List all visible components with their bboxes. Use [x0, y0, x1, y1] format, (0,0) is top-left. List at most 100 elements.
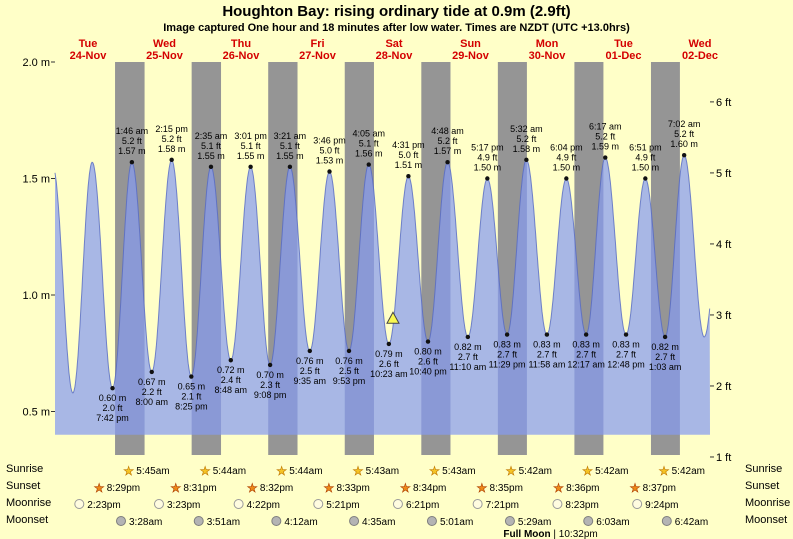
- high-tide-label: 1.56 m: [355, 149, 383, 159]
- tide-extreme-dot: [524, 157, 529, 163]
- high-tide-label: 6:17 am: [589, 122, 622, 132]
- y-axis-label-ft: 2 ft: [716, 381, 731, 393]
- y-axis-label-ft: 4 ft: [716, 239, 731, 251]
- sunrise-star-icon: ★: [200, 464, 211, 478]
- high-tide-label: 1.53 m: [316, 156, 344, 166]
- sunset-time: 8:29pm: [107, 483, 140, 494]
- low-tide-label: 11:29 pm: [489, 360, 526, 370]
- moonrise-time: 5:21pm: [326, 500, 359, 511]
- tide-extreme-dot: [287, 164, 293, 170]
- low-tide-label: 2.7 ft: [616, 350, 637, 360]
- tide-extreme-dot: [169, 157, 174, 163]
- sunset-star-icon: ★: [477, 481, 488, 495]
- low-tide-label: 2.6 ft: [418, 357, 439, 367]
- high-tide-label: 1.51 m: [395, 160, 423, 170]
- moonset-icon: [583, 516, 594, 526]
- moonrise-icon: [313, 499, 324, 509]
- high-tide-label: 5.2 ft: [438, 136, 459, 146]
- page-title: Houghton Bay: rising ordinary tide at 0.…: [222, 3, 571, 20]
- sunrise-time: 5:42am: [595, 466, 628, 477]
- low-tide-label: 9:35 am: [294, 376, 327, 386]
- sunset-star-icon: ★: [323, 481, 334, 495]
- sunrise-star-icon: ★: [353, 464, 364, 478]
- tide-extreme-dot: [386, 341, 392, 347]
- moonset-time: 4:12am: [284, 517, 317, 528]
- moonrise-time: 2:23pm: [87, 500, 120, 511]
- tide-extreme-dot: [544, 332, 550, 337]
- low-tide-label: 0.76 m: [335, 356, 363, 366]
- tide-extreme-dot: [485, 176, 490, 181]
- low-tide-label: 9:53 pm: [333, 376, 366, 386]
- moonset-time: 3:51am: [207, 517, 240, 528]
- high-tide-label: 4.9 ft: [635, 153, 656, 163]
- low-tide-label: 0.83 m: [612, 340, 640, 350]
- moonrise-time: 3:23pm: [167, 500, 200, 511]
- moonset-time: 6:42am: [675, 517, 708, 528]
- day-label-date: 27-Nov: [299, 50, 337, 62]
- sunrise-time: 5:42am: [519, 466, 552, 477]
- high-tide-label: 3:46 pm: [313, 136, 346, 146]
- row-label-sunset-left: Sunset: [6, 480, 41, 492]
- high-tide-label: 7:02 am: [668, 119, 701, 129]
- low-tide-label: 0.83 m: [493, 340, 521, 350]
- low-tide-label: 2.3 ft: [260, 380, 281, 390]
- day-label-dow: Wed: [153, 38, 176, 50]
- row-label-moonrise-left: Moonrise: [6, 497, 52, 509]
- sunrise-time: 5:45am: [136, 466, 169, 477]
- tide-extreme-dot: [603, 155, 608, 160]
- moonset-icon: [504, 516, 515, 526]
- moonset-time: 6:03am: [596, 517, 629, 528]
- moonset-icon: [116, 516, 126, 526]
- low-tide-label: 8:25 pm: [175, 402, 208, 412]
- tide-extreme-dot: [623, 332, 629, 337]
- low-tide-label: 0.70 m: [256, 370, 284, 380]
- y-axis-label-m: 1.5 m: [22, 174, 50, 186]
- high-tide-label: 4:05 am: [353, 129, 386, 139]
- low-tide-label: 12:17 am: [567, 360, 605, 370]
- high-tide-label: 5:32 am: [510, 124, 543, 134]
- high-tide-label: 1.55 m: [276, 151, 304, 161]
- high-tide-label: 5.1 ft: [201, 141, 222, 151]
- day-label-dow: Sun: [460, 38, 481, 50]
- day-label-dow: Fri: [310, 38, 324, 50]
- sunrise-time: 5:43am: [366, 466, 399, 477]
- current-tide-marker: [386, 311, 400, 324]
- day-label-date: 28-Nov: [376, 50, 414, 62]
- moonrise-time: 6:21pm: [406, 500, 439, 511]
- sunset-time: 8:37pm: [643, 483, 676, 494]
- low-tide-label: 0.82 m: [651, 342, 679, 352]
- day-label-date: 26-Nov: [223, 50, 261, 62]
- low-tide-label: 2.6 ft: [379, 359, 400, 369]
- low-tide-label: 2.2 ft: [142, 387, 163, 397]
- moonrise-icon: [632, 499, 643, 509]
- moon-phase-label: Full Moon | 10:32pm: [503, 529, 597, 539]
- y-axis-label-ft: 6 ft: [716, 97, 731, 109]
- sunrise-time: 5:42am: [672, 466, 705, 477]
- high-tide-label: 4.9 ft: [556, 153, 577, 163]
- y-axis-label-m: 0.5 m: [22, 407, 50, 419]
- low-tide-label: 0.79 m: [375, 349, 403, 359]
- low-tide-label: 2.7 ft: [576, 350, 597, 360]
- high-tide-label: 4.9 ft: [477, 153, 498, 163]
- low-tide-label: 2.7 ft: [537, 350, 558, 360]
- sunrise-star-icon: ★: [123, 464, 134, 478]
- y-axis-label-m: 2.0 m: [22, 57, 50, 69]
- tide-extreme-dot: [564, 176, 569, 181]
- day-label-date: 30-Nov: [529, 50, 567, 62]
- low-tide-label: 2.1 ft: [181, 392, 202, 402]
- low-tide-label: 2.4 ft: [221, 375, 242, 385]
- sunset-time: 8:35pm: [490, 483, 523, 494]
- tide-extreme-dot: [228, 358, 233, 363]
- high-tide-label: 1.50 m: [474, 163, 502, 173]
- moonset-icon: [426, 516, 437, 526]
- tide-extreme-dot: [129, 159, 135, 165]
- high-tide-label: 5:17 pm: [471, 143, 504, 153]
- sunrise-star-icon: ★: [429, 464, 440, 478]
- tide-extreme-dot: [307, 348, 312, 354]
- high-tide-label: 5.0 ft: [319, 146, 340, 156]
- tide-extreme-dot: [189, 374, 194, 379]
- tide-extreme-dot: [583, 332, 589, 337]
- low-tide-label: 0.83 m: [533, 340, 561, 350]
- day-label-dow: Thu: [231, 38, 251, 50]
- sunrise-time: 5:43am: [442, 466, 475, 477]
